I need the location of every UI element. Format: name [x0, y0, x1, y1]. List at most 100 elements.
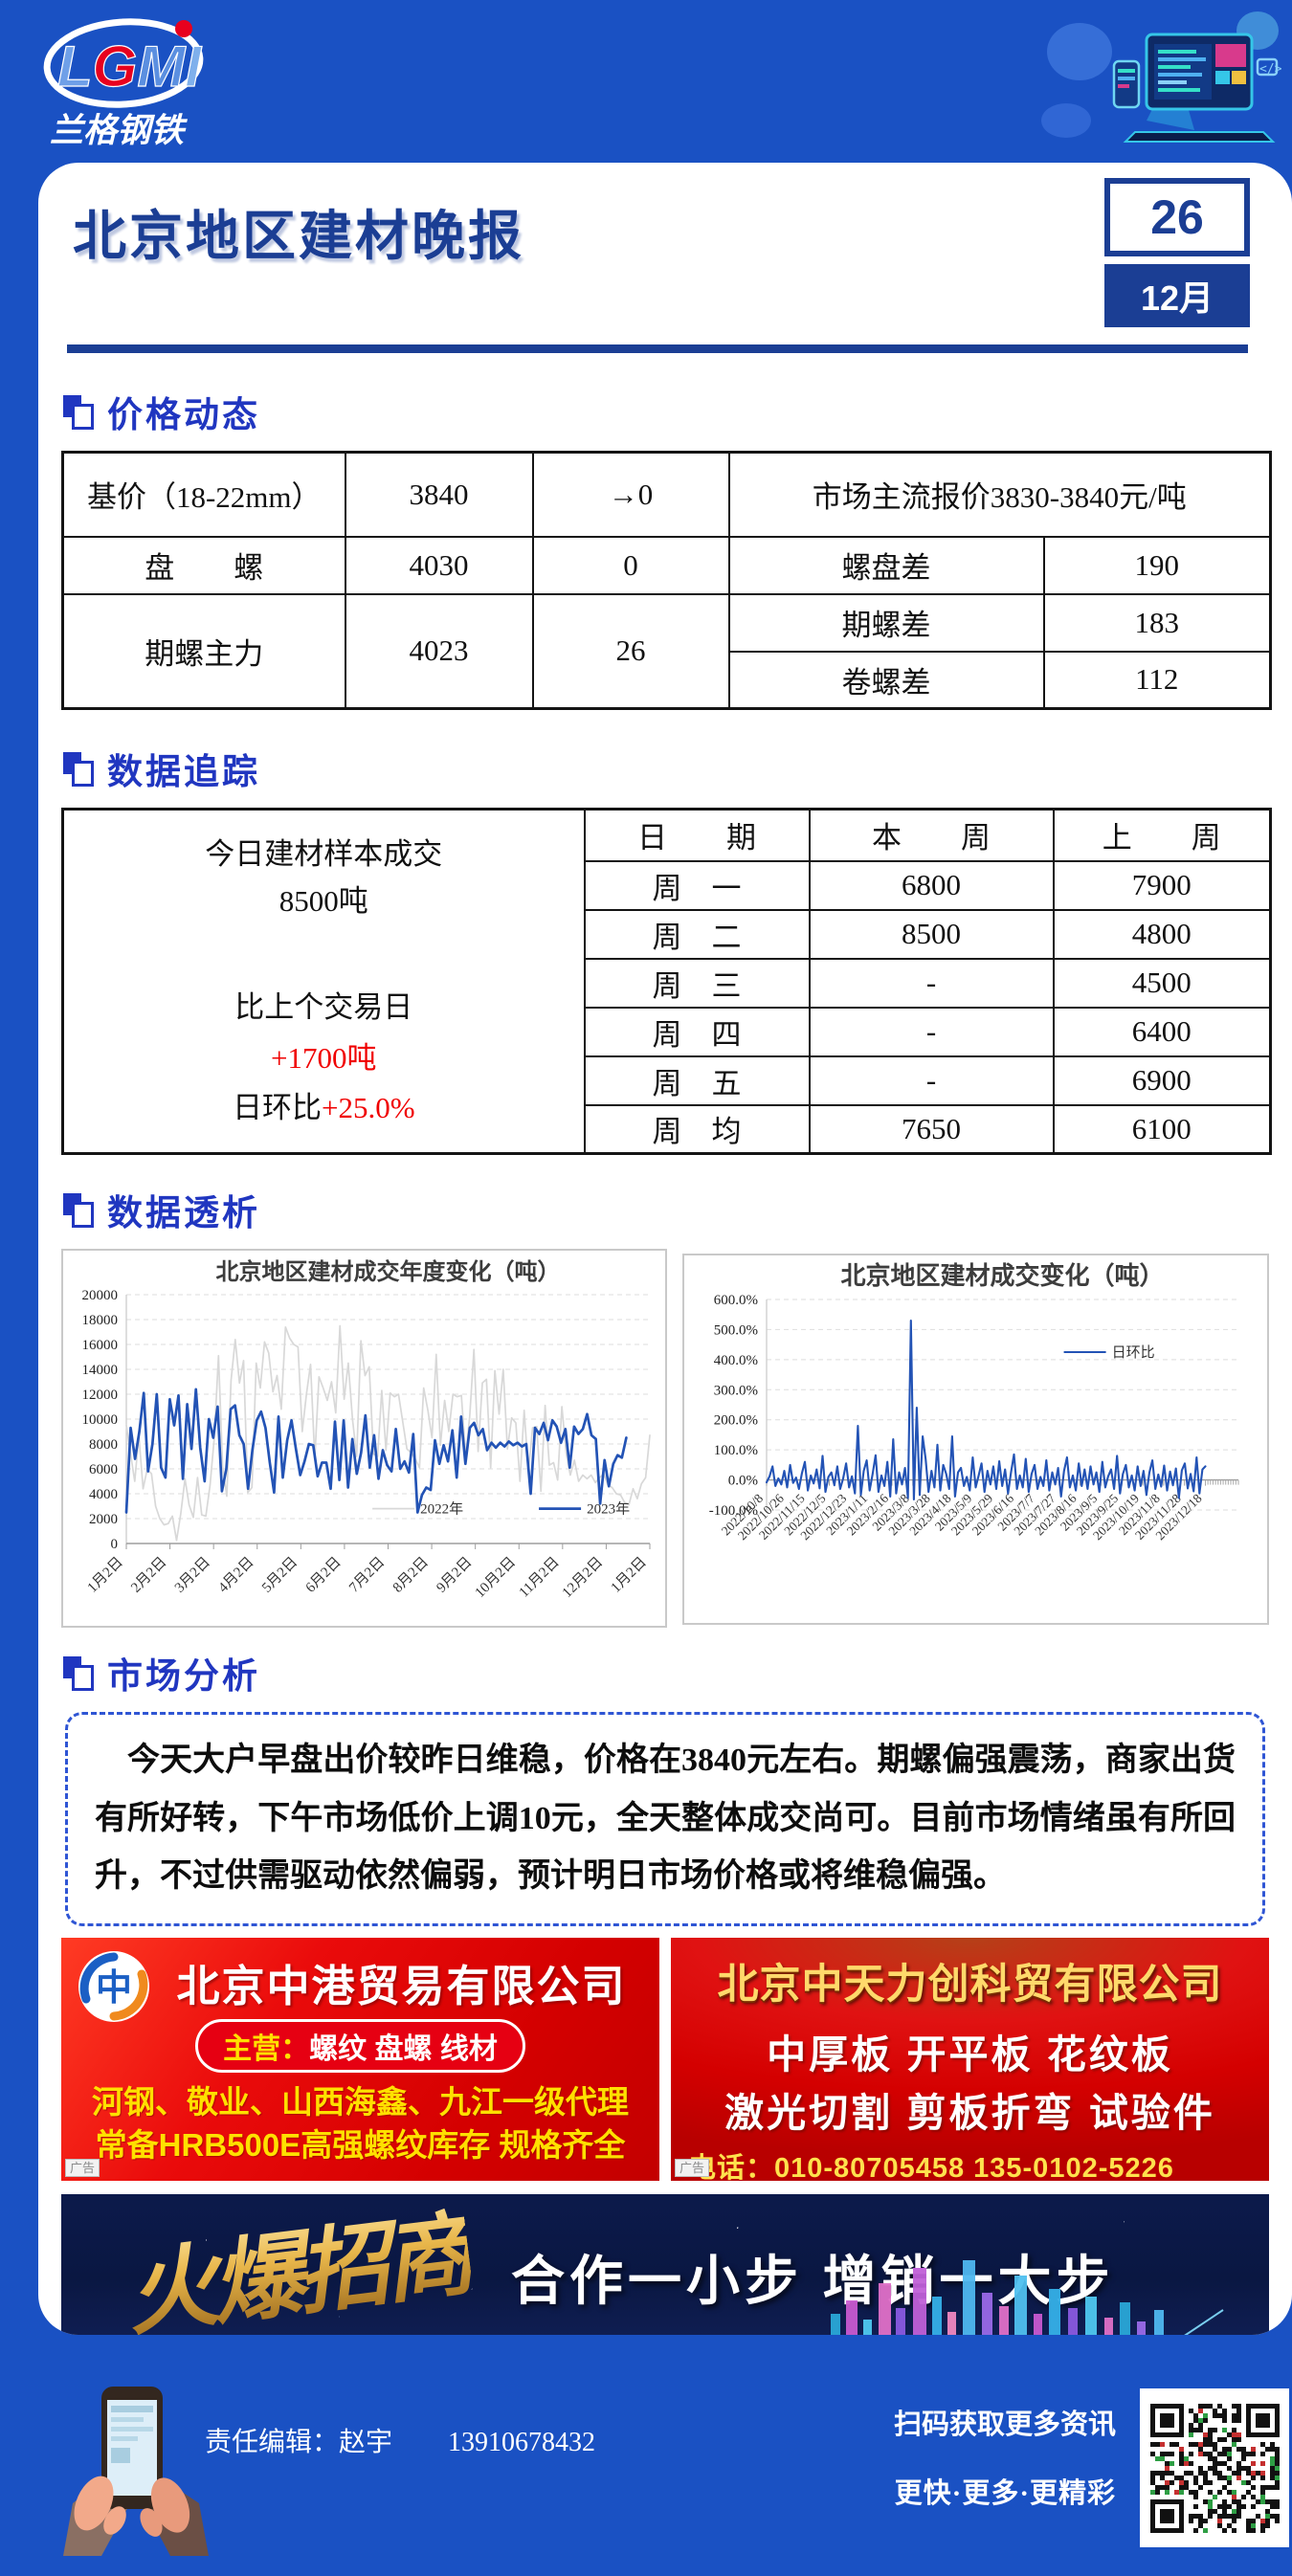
section-bullet-icon: [63, 395, 94, 430]
svg-text:2月2日: 2月2日: [128, 1555, 169, 1596]
row-value: -: [808, 1006, 1055, 1057]
diff-value: 190: [1042, 535, 1272, 595]
svg-text:14000: 14000: [82, 1363, 119, 1378]
table-row: 期螺主力 4023 26 期螺差 183: [61, 592, 1272, 710]
svg-text:20000: 20000: [82, 1288, 119, 1303]
svg-text:8月2日: 8月2日: [390, 1555, 432, 1596]
zhonggang-logo-icon: 中: [77, 1949, 151, 2029]
svg-text:100.0%: 100.0%: [714, 1443, 758, 1458]
promo-slogan: 合作一小步 增销一大步: [511, 2250, 1115, 2311]
summary-line: 今日建材样本成交: [205, 836, 443, 871]
section-title: 数据透析: [107, 1193, 260, 1232]
svg-text:10月2日: 10月2日: [473, 1555, 519, 1601]
row-value: -: [808, 957, 1055, 1009]
row-value: 7650: [808, 1103, 1055, 1155]
table-row: 周 二 8500 4800: [63, 908, 1272, 960]
row-label: 周 一: [583, 859, 811, 911]
summary-line: 比上个交易日: [234, 990, 413, 1025]
svg-text:2022年: 2022年: [420, 1501, 463, 1518]
row-label: 盘 螺: [61, 535, 346, 595]
ad-zhongtianlichuang[interactable]: 北京中天力创科贸有限公司 中厚板 开平板 花纹板 激光切割 剪板折弯 试验件 电…: [671, 1937, 1269, 2181]
svg-text:9月2日: 9月2日: [434, 1555, 475, 1596]
svg-text:3月2日: 3月2日: [172, 1555, 213, 1596]
table-row: 基价（18-22mm） 3840 →0 市场主流报价3830-3840元/吨: [61, 451, 1272, 538]
svg-text:中: 中: [96, 1968, 132, 2009]
column-header: 日 期: [583, 808, 811, 862]
section-bullet-icon: [63, 1193, 94, 1228]
market-analysis-text: 今天大户早盘出价较昨日维稳，价格在3840元左右。期螺偏强震荡，商家出货有所好转…: [65, 1712, 1265, 1926]
column-header: 上 周: [1052, 808, 1272, 862]
svg-text:16000: 16000: [82, 1338, 119, 1353]
tracking-summary: 今日建材样本成交 8500吨 比上个交易日 +1700吨 日环比+25.0%: [61, 808, 586, 1155]
ad-line: 可接精轧螺纹 铁标螺纹 HRB600E螺纹订单: [61, 2175, 659, 2181]
tracking-table: 今日建材样本成交 8500吨 比上个交易日 +1700吨 日环比+25.0% 日…: [61, 808, 1272, 1155]
row-value: 6100: [1052, 1103, 1272, 1155]
tech-illustration: </>: [1032, 6, 1282, 154]
logo-letter: M: [137, 34, 187, 99]
row-label: 周 二: [583, 908, 811, 960]
lgmi-logo: LGMI 兰格钢铁: [25, 10, 230, 160]
svg-text:1月2日: 1月2日: [609, 1555, 650, 1596]
row-label: 周 均: [583, 1103, 811, 1155]
qr-code: [1140, 2388, 1289, 2547]
row-value: 6400: [1052, 1006, 1272, 1057]
ad-tag: 广告: [65, 2158, 100, 2177]
section-title: 价格动态: [107, 395, 260, 434]
row-label: 周 五: [583, 1055, 811, 1106]
ad-zhonggang[interactable]: 中 北京中港贸易有限公司 主营：螺纹 盘螺 线材 河钢、敬业、山西海鑫、九江一级…: [61, 1937, 659, 2181]
svg-text:6月2日: 6月2日: [303, 1555, 345, 1596]
section-bullet-icon: [63, 1656, 94, 1691]
row-label: 基价（18-22mm）: [61, 451, 346, 538]
promo-calligraphy: 火爆招商: [118, 2194, 476, 2335]
row-value: 7900: [1052, 859, 1272, 911]
logo-letter: I: [185, 34, 202, 99]
svg-text:500.0%: 500.0%: [714, 1322, 758, 1338]
ad-contact-phone: 电话：010-80705458 135-0102-5226: [688, 2152, 1174, 2181]
date-box: 26 12月: [1104, 178, 1250, 327]
svg-text:200.0%: 200.0%: [714, 1413, 758, 1429]
page-title: 北京地区建材晚报: [73, 206, 524, 266]
svg-text:0: 0: [111, 1537, 119, 1552]
section-title: 市场分析: [107, 1656, 260, 1696]
ad-line: 常备HRB500E高强螺纹库存 规格齐全: [95, 2127, 626, 2164]
row-value: 8500: [808, 908, 1055, 960]
svg-text:400.0%: 400.0%: [714, 1353, 758, 1368]
svg-text:5月2日: 5月2日: [259, 1555, 301, 1596]
svg-text:11月2日: 11月2日: [517, 1555, 563, 1601]
price-change: 26: [531, 592, 730, 710]
svg-text:6000: 6000: [89, 1462, 118, 1477]
table-row: 周 一 6800 7900: [63, 859, 1272, 911]
section-header-price: 价格动态: [63, 386, 1292, 437]
svg-text:0.0%: 0.0%: [728, 1474, 758, 1489]
section-header-insight: 数据透析: [63, 1184, 1292, 1235]
qr-caption-line: 扫码获取更多资讯: [893, 2409, 1116, 2440]
table-row: 盘 螺 4030 0 螺盘差 190: [61, 535, 1272, 595]
section-header-tracking: 数据追踪: [63, 743, 1292, 794]
svg-text:1月2日: 1月2日: [85, 1555, 126, 1596]
svg-text:12月2日: 12月2日: [560, 1555, 606, 1601]
price-value: 3840: [344, 451, 534, 538]
title-underline: [67, 344, 1248, 353]
ad-main-products: 主营：螺纹 盘螺 线材: [195, 2018, 525, 2073]
table-row: 今日建材样本成交 8500吨 比上个交易日 +1700吨 日环比+25.0% 日…: [61, 808, 1272, 1155]
price-value: 4023: [344, 592, 534, 710]
diff-label: 卷螺差: [727, 650, 1045, 710]
chart-panel-annual: 0 2000 4000 6000 8000 10000 12000 14000 16000 180…: [61, 1249, 667, 1628]
qr-caption: 扫码获取更多资讯 更快·更多·更精彩: [894, 2402, 1116, 2511]
price-value: 4030: [344, 535, 534, 595]
svg-text:4月2日: 4月2日: [215, 1555, 256, 1596]
row-label: 周 四: [583, 1006, 811, 1057]
date-month: 12月: [1104, 264, 1250, 327]
promo-banner[interactable]: 火爆招商 合作一小步 增销一大步: [61, 2193, 1269, 2335]
summary-ratio: 日环比+25.0%: [232, 1091, 415, 1125]
qr-caption-line: 更快·更多·更精彩: [894, 2478, 1116, 2509]
svg-text:7月2日: 7月2日: [346, 1555, 388, 1596]
diff-label: 期螺差: [727, 592, 1045, 653]
svg-text:2023年: 2023年: [587, 1501, 630, 1518]
footer: 责任编辑：赵宇 13910678432 扫码获取更多资讯 更快·更多·更精彩: [0, 2335, 1292, 2576]
table-row: 卷螺差 112: [63, 650, 1272, 710]
row-value: 4800: [1052, 908, 1272, 960]
ad-line: 激光切割 剪板折弯 试验件: [724, 2091, 1215, 2136]
svg-text:8000: 8000: [89, 1437, 118, 1453]
row-value: 4500: [1052, 957, 1272, 1009]
